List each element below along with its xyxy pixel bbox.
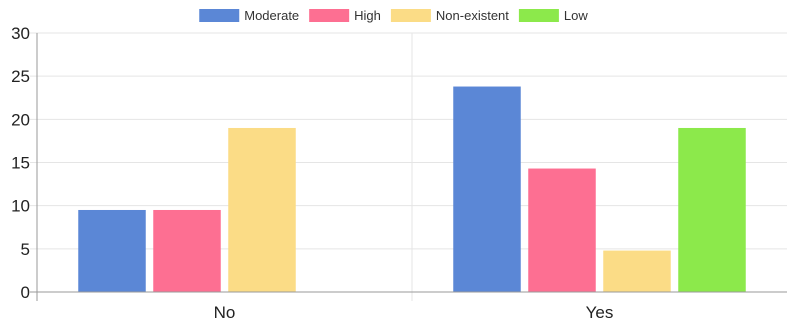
bar-low-yes — [678, 127, 746, 292]
y-tick-label: 30 — [11, 24, 30, 43]
legend: Moderate High Non-existent Low — [199, 8, 588, 23]
legend-label-moderate: Moderate — [244, 8, 299, 23]
legend-swatch-non-existent — [390, 9, 431, 22]
y-tick-label: 5 — [21, 240, 30, 259]
axes — [30, 33, 787, 301]
legend-label-high: High — [354, 8, 381, 23]
bar-high-yes — [528, 168, 596, 292]
bar-moderate-no — [78, 209, 146, 292]
bar-high-no — [153, 209, 221, 292]
legend-swatch-high — [309, 9, 350, 22]
x-tick-label-yes: Yes — [586, 303, 614, 322]
legend-swatch-low — [518, 9, 559, 22]
legend-swatch-moderate — [199, 9, 240, 22]
legend-label-low: Low — [564, 8, 588, 23]
x-tick-label-no: No — [214, 303, 236, 322]
y-tick-label: 15 — [11, 154, 30, 173]
bars — [78, 86, 746, 292]
bar-non-existent-yes — [603, 250, 671, 292]
y-tick-label: 10 — [11, 197, 30, 216]
y-tick-labels: 0 5 10 15 20 25 30 — [11, 24, 30, 302]
y-tick-label: 0 — [21, 283, 30, 302]
gridlines — [30, 32, 787, 301]
legend-label-non-existent: Non-existent — [436, 8, 509, 23]
y-tick-label: 25 — [11, 67, 30, 86]
y-tick-label: 20 — [11, 110, 30, 129]
bar-non-existent-no — [228, 127, 296, 292]
x-tick-labels: No Yes — [214, 303, 614, 322]
bar-moderate-yes — [453, 86, 521, 292]
